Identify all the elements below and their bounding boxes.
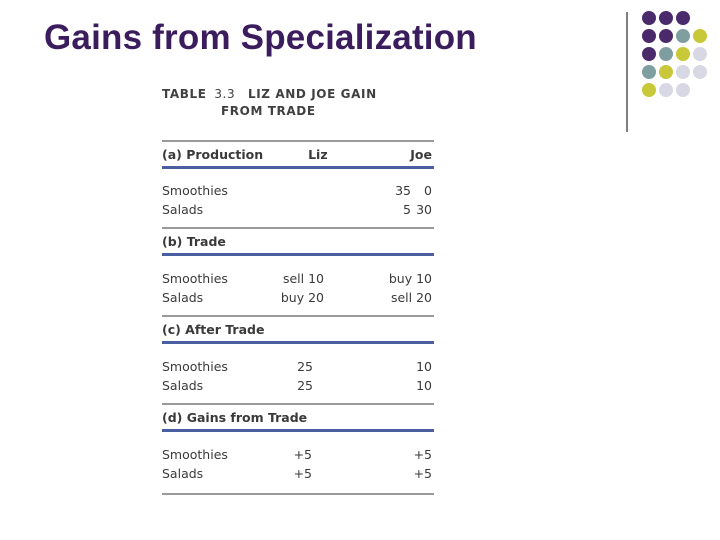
- section-heading: (d) Gains from Trade: [162, 410, 308, 425]
- decorative-dot: [693, 47, 707, 61]
- section-rule: [162, 166, 434, 169]
- joe-value: sell 20: [390, 290, 432, 305]
- decorative-dot: [676, 11, 690, 25]
- section-rule: [162, 253, 434, 256]
- decorative-dot: [642, 29, 656, 43]
- decorative-dot: [676, 83, 690, 97]
- decorative-dot: [659, 83, 673, 97]
- liz-value: 35: [395, 183, 411, 198]
- liz-value: 25: [297, 378, 313, 393]
- decorative-dot: [642, 83, 656, 97]
- table-row: Smoothies 35 0: [162, 181, 434, 200]
- decorative-dot: [676, 47, 690, 61]
- decorative-dot: [693, 29, 707, 43]
- joe-value: +5: [413, 466, 432, 481]
- row-label: Salads: [162, 378, 204, 393]
- table-label: TABLE: [162, 87, 207, 101]
- section-gains-header: (d) Gains from Trade: [162, 405, 434, 425]
- liz-value: +5: [293, 447, 312, 462]
- section-production-header: (a) Production Liz Joe: [162, 142, 434, 166]
- table-row: Smoothies +5 +5: [162, 445, 434, 464]
- row-label: Smoothies: [162, 447, 228, 462]
- table-top-rule: [162, 140, 434, 142]
- section-rule: [162, 315, 434, 317]
- decorative-dot: [676, 65, 690, 79]
- slide-title: Gains from Specialization: [44, 18, 477, 57]
- row-label: Smoothies: [162, 359, 228, 374]
- table-caption: TABLE 3.3 LIZ AND JOE GAIN FROM TRADE: [162, 86, 434, 120]
- row-label: Salads: [162, 290, 204, 305]
- decorative-dot: [642, 47, 656, 61]
- joe-value: 30: [416, 202, 432, 217]
- row-label: Smoothies: [162, 183, 228, 198]
- liz-value: +5: [293, 466, 312, 481]
- table-row: Salads +5 +5: [162, 464, 434, 483]
- section-heading: (a) Production: [162, 147, 264, 162]
- table-title-line2: FROM TRADE: [221, 104, 316, 118]
- table-row: Salads buy 20 sell 20: [162, 288, 434, 307]
- column-header-liz: Liz: [308, 147, 328, 162]
- column-header-joe: Joe: [410, 147, 432, 162]
- decorative-dot: [642, 11, 656, 25]
- decorative-dot: [642, 65, 656, 79]
- decorative-dot: [659, 11, 673, 25]
- table-row: Salads 25 10: [162, 376, 434, 395]
- decorative-dot: [693, 65, 707, 79]
- table-row: Smoothies sell 10 buy 10: [162, 269, 434, 288]
- section-trade-header: (b) Trade: [162, 229, 434, 249]
- row-label: Salads: [162, 202, 204, 217]
- decorative-dot: [659, 47, 673, 61]
- liz-value: buy 20: [280, 290, 324, 305]
- joe-value: 10: [416, 378, 432, 393]
- decorative-dot: [659, 29, 673, 43]
- liz-value: sell 10: [282, 271, 324, 286]
- section-heading: (c) After Trade: [162, 322, 265, 337]
- trade-table: TABLE 3.3 LIZ AND JOE GAIN FROM TRADE (a…: [162, 86, 434, 495]
- row-label: Smoothies: [162, 271, 228, 286]
- section-heading: (b) Trade: [162, 234, 226, 249]
- section-rule: [162, 341, 434, 344]
- table-bottom-rule: [162, 493, 434, 495]
- joe-value: buy 10: [388, 271, 432, 286]
- decorative-dot: [676, 29, 690, 43]
- joe-value: 0: [424, 183, 432, 198]
- section-rule: [162, 403, 434, 405]
- liz-value: 25: [297, 359, 313, 374]
- joe-value: +5: [413, 447, 432, 462]
- table-number: 3.3: [214, 87, 236, 101]
- section-rule: [162, 429, 434, 432]
- joe-value: 10: [416, 359, 432, 374]
- table-row: Smoothies 25 10: [162, 357, 434, 376]
- liz-value: 5: [403, 202, 411, 217]
- section-after-header: (c) After Trade: [162, 317, 434, 337]
- table-row: Salads 5 30: [162, 200, 434, 219]
- decorative-dot: [659, 65, 673, 79]
- table-title-line1: LIZ AND JOE GAIN: [247, 87, 377, 101]
- row-label: Salads: [162, 466, 204, 481]
- section-rule: [162, 227, 434, 229]
